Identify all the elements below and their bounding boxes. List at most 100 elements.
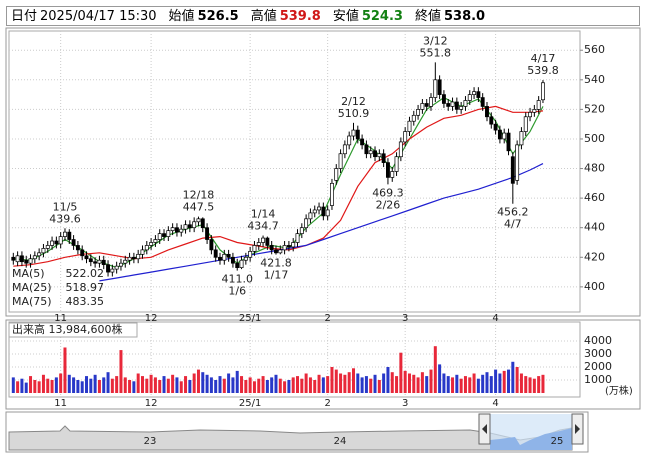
candle-body (347, 135, 352, 146)
candle-body (187, 224, 192, 229)
volume-bar (511, 361, 515, 393)
annotation-date: 3/12 (423, 34, 448, 47)
annotation-value: 510.9 (338, 107, 370, 120)
volume-bar (93, 374, 97, 393)
volume-bar (63, 347, 67, 393)
candle-body (536, 100, 541, 110)
volume-bar (33, 379, 37, 393)
volume-bar (485, 372, 489, 393)
volume-bar (201, 372, 205, 393)
volume-bar (80, 381, 84, 393)
volume-bar (16, 381, 20, 393)
header-label: 始値 (168, 9, 195, 24)
volume-bar (304, 373, 308, 393)
candle-body (381, 153, 386, 163)
candle-body (360, 138, 365, 146)
candle-body (472, 91, 477, 95)
candle-body (136, 253, 141, 260)
volume-bar (67, 374, 71, 393)
candle-body (325, 209, 330, 217)
candle-body (502, 132, 507, 140)
volume-bar (41, 374, 45, 393)
candle-body (364, 144, 369, 155)
x-tick-label: 3 (402, 398, 408, 409)
volume-bar (494, 369, 498, 393)
x-tick-label: 2 (324, 313, 330, 324)
volume-bar (463, 376, 467, 393)
candle-body (157, 233, 162, 240)
x-tick-label: 2 (324, 398, 330, 409)
volume-bar (455, 374, 459, 393)
legend-value: 522.02 (66, 267, 105, 280)
volume-bar (287, 379, 291, 393)
volume-bar (416, 377, 420, 393)
header-label: 安値 (332, 9, 359, 24)
volume-bar (278, 378, 282, 393)
volume-bar (175, 377, 179, 393)
volume-bar (214, 379, 218, 393)
volume-bar (20, 378, 24, 393)
candle-body (63, 231, 67, 237)
candle-body (321, 206, 326, 217)
y-tick-label: 520 (584, 102, 605, 115)
candle-body (71, 239, 76, 246)
candle-body (459, 106, 464, 110)
candle-body (192, 221, 197, 229)
ma-line (99, 163, 544, 282)
volume-bar (351, 368, 355, 393)
volume-bar (171, 374, 175, 393)
volume-bar (252, 381, 256, 393)
candle-body (385, 162, 390, 178)
candle-body (330, 182, 334, 206)
annotation-date: 4/17 (531, 52, 556, 65)
volume-bar (166, 378, 170, 393)
volume-bar (498, 373, 502, 393)
candle-body (213, 249, 218, 258)
volume-bar (317, 374, 321, 393)
candle-body (519, 131, 524, 146)
volume-bar (373, 374, 377, 393)
volume-bar (395, 376, 399, 393)
volume-unit: (万株) (605, 384, 633, 397)
volume-bar (11, 377, 15, 393)
navigator-label: 24 (334, 436, 347, 447)
candle-body (101, 259, 106, 266)
annotation-value: 456.2 (497, 206, 529, 219)
volume-bar (46, 378, 50, 393)
volume-bar (334, 369, 338, 393)
candle-body (84, 255, 89, 260)
volume-bar (261, 376, 265, 393)
volume-bar (507, 369, 511, 393)
candle-body (308, 212, 313, 220)
x-tick-label: 12 (145, 313, 158, 324)
candle-body (282, 245, 287, 251)
volume-bar (399, 352, 403, 393)
volume-bar (468, 377, 472, 393)
candle-body (123, 259, 128, 264)
y-tick-label: 480 (584, 162, 605, 175)
volume-bar (524, 376, 528, 393)
volume-bar (502, 370, 506, 393)
candle-body (420, 103, 425, 110)
legend-value: 483.35 (66, 295, 105, 308)
volume-bar (313, 379, 317, 393)
candle-body (295, 233, 300, 243)
plot-area (8, 30, 581, 313)
candle-body (41, 248, 46, 254)
header-value: 539.8 (279, 9, 321, 24)
candle-body (523, 116, 528, 132)
x-tick-label: 3 (402, 313, 408, 324)
candle-body (390, 171, 395, 178)
volume-bar (528, 377, 532, 393)
candle-body (97, 259, 102, 264)
volume-bar (407, 373, 411, 393)
volume-bar (248, 377, 252, 393)
volume-bar (489, 376, 493, 393)
candle-body (437, 79, 442, 95)
volume-bar (438, 364, 442, 393)
candle-body (67, 231, 72, 240)
header-label: 高値 (250, 9, 277, 24)
volume-bar (162, 376, 166, 393)
